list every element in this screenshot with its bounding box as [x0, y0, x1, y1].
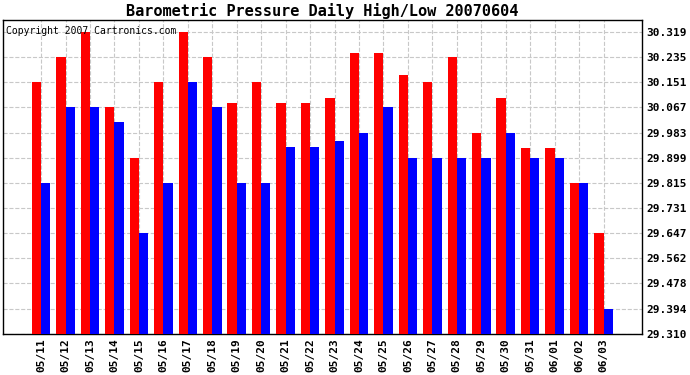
Bar — [399, 75, 408, 334]
Bar — [496, 98, 506, 334]
Bar — [481, 158, 491, 334]
Bar — [57, 57, 66, 334]
Bar — [335, 141, 344, 334]
Bar — [570, 183, 579, 334]
Bar — [310, 147, 319, 334]
Bar — [90, 108, 99, 334]
Bar — [472, 133, 481, 334]
Bar — [203, 57, 213, 334]
Bar — [139, 233, 148, 334]
Bar — [555, 158, 564, 334]
Title: Barometric Pressure Daily High/Low 20070604: Barometric Pressure Daily High/Low 20070… — [126, 3, 518, 19]
Bar — [521, 148, 530, 334]
Bar — [105, 108, 115, 334]
Bar — [286, 147, 295, 334]
Text: Copyright 2007 Cartronics.com: Copyright 2007 Cartronics.com — [6, 26, 177, 36]
Bar — [579, 183, 589, 334]
Bar — [433, 158, 442, 334]
Bar — [384, 108, 393, 334]
Bar — [262, 183, 270, 334]
Bar — [81, 32, 90, 334]
Bar — [359, 133, 368, 334]
Bar — [457, 158, 466, 334]
Bar — [374, 53, 384, 334]
Bar — [237, 183, 246, 334]
Bar — [506, 133, 515, 334]
Bar — [154, 82, 164, 334]
Bar — [350, 53, 359, 334]
Bar — [604, 309, 613, 334]
Bar — [164, 183, 172, 334]
Bar — [423, 82, 433, 334]
Bar — [594, 233, 604, 334]
Bar — [448, 57, 457, 334]
Bar — [325, 98, 335, 334]
Bar — [545, 148, 555, 334]
Bar — [252, 82, 262, 334]
Bar — [115, 122, 124, 334]
Bar — [408, 158, 417, 334]
Bar — [213, 108, 221, 334]
Bar — [66, 108, 75, 334]
Bar — [188, 82, 197, 334]
Bar — [130, 158, 139, 334]
Bar — [301, 103, 310, 334]
Bar — [530, 158, 540, 334]
Bar — [277, 103, 286, 334]
Bar — [228, 103, 237, 334]
Bar — [179, 32, 188, 334]
Bar — [41, 183, 50, 334]
Bar — [32, 82, 41, 334]
